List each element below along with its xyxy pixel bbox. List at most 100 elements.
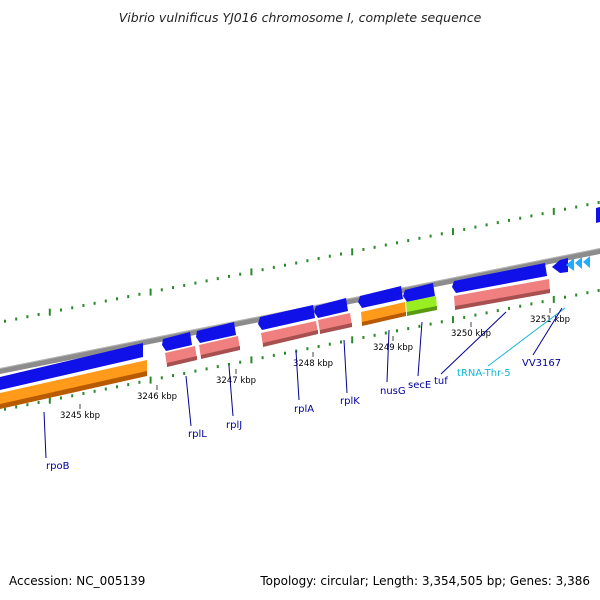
top-track-minor-tick [373, 245, 376, 249]
trna-arrow-icon [566, 258, 574, 271]
top-track-minor-tick [272, 265, 275, 269]
gene-label-rplK[interactable]: rplK [340, 396, 360, 407]
bottom-track-minor-tick [508, 306, 510, 310]
bottom-track-minor-tick [396, 329, 398, 333]
top-track-minor-tick [37, 313, 40, 316]
bottom-track-minor-tick [228, 362, 230, 366]
bottom-track-minor-tick [429, 322, 432, 326]
cds-feature-rplK-shade [320, 323, 352, 334]
top-track-minor-tick [340, 252, 342, 256]
gene-feature-rplL[interactable] [162, 332, 192, 351]
cds-feature-rpoB[interactable] [0, 360, 147, 407]
bottom-track-minor-tick [216, 365, 219, 369]
gene-feature-secE[interactable] [403, 283, 435, 302]
accession-text: Accession: NC_005139 [9, 574, 146, 588]
gene-label-leader [440, 311, 507, 375]
gene-feature-nusG[interactable] [358, 286, 403, 308]
gene-label-leader [185, 375, 192, 427]
top-track-minor-tick [60, 308, 62, 312]
cds-feature-nusG[interactable] [361, 302, 406, 325]
top-track-minor-tick [104, 299, 107, 303]
cds-feature-tuf[interactable] [454, 279, 550, 309]
top-track-minor-tick [429, 234, 432, 238]
bottom-track-minor-tick [15, 405, 18, 409]
top-track-minor-tick [508, 218, 510, 222]
bottom-track-major-tick [149, 376, 152, 384]
cds-feature-rplJ[interactable] [199, 336, 240, 358]
bottom-track-minor-tick [340, 340, 342, 344]
gene-label-tRNA-Thr-5[interactable]: tRNA-Thr-5 [457, 368, 511, 379]
cds-feature-rplL-shade [167, 356, 197, 367]
bottom-track-minor-tick [373, 333, 376, 337]
gene-feature-rplJ[interactable] [196, 322, 236, 343]
top-track-major-tick [149, 288, 152, 296]
bottom-track-minor-tick [575, 293, 578, 297]
top-track-minor-tick [474, 225, 477, 229]
top-track-minor-tick [541, 212, 544, 216]
bottom-track-minor-tick [272, 353, 275, 357]
trna-arrow-icon [575, 257, 582, 269]
bottom-track-minor-tick [597, 289, 600, 292]
bottom-track-minor-tick [93, 389, 96, 393]
bottom-track-minor-tick [127, 383, 130, 387]
top-track-minor-tick [82, 304, 85, 307]
ruler-label-group: 3245 kbp 3246 kbp 3247 kbp 3248 kbp 3249 kbp… [60, 308, 570, 421]
topology-text: Topology: circular; Length: 3,354,505 bp… [260, 574, 590, 588]
ruler-label: 3248 kbp [293, 359, 333, 369]
top-track-minor-tick [463, 227, 466, 231]
cds-feature-rplA-shade [263, 330, 318, 347]
cds-feature-nusG-shade [362, 312, 406, 326]
ruler-label: 3247 kbp [216, 376, 256, 386]
top-track-minor-tick [306, 259, 309, 263]
gene-label-VV3167[interactable]: VV3167 [522, 358, 561, 369]
cds-feature-rplA[interactable] [261, 321, 318, 346]
top-track-minor-tick [194, 281, 197, 285]
gene-label-rplL[interactable]: rplL [188, 429, 207, 440]
top-track-minor-tick [26, 315, 29, 319]
bottom-track-minor-tick [485, 311, 488, 315]
bottom-track-minor-tick [138, 380, 141, 384]
cds-feature-rplK[interactable] [318, 313, 352, 333]
gene-feature-rpoB[interactable] [0, 343, 143, 390]
gene-label-nusG[interactable]: nusG [380, 386, 406, 397]
top-track-minor-tick [328, 254, 331, 258]
bottom-track-minor-tick [4, 407, 6, 411]
top-track-minor-tick [564, 207, 566, 211]
gene-label-rplA[interactable]: rplA [294, 404, 314, 415]
gene-label-secE[interactable]: secE [408, 380, 431, 391]
gene-label-rpoB[interactable]: rpoB [46, 461, 70, 472]
top-track-minor-tick [586, 203, 589, 207]
trna-feature[interactable] [552, 258, 568, 273]
bottom-track-minor-tick [496, 309, 499, 313]
map-title: Vibrio vulnificus YJ016 chromosome I, co… [118, 10, 482, 25]
trna-arrow-icon [583, 256, 590, 268]
bottom-track-minor-tick [194, 369, 197, 373]
top-track-minor-tick [15, 317, 18, 321]
top-track-minor-tick [440, 232, 443, 236]
gene-label-leader [417, 321, 423, 377]
ruler-label: 3250 kbp [451, 329, 491, 339]
bottom-track-minor-tick [463, 315, 466, 319]
bottom-track-major-tick [250, 356, 253, 364]
bottom-track-minor-tick [82, 392, 85, 395]
bottom-track-minor-tick [26, 403, 29, 407]
gene-feature-rplK[interactable] [314, 298, 348, 318]
top-track-major-tick [351, 248, 354, 256]
gene-label-tuf[interactable]: tuf [434, 376, 448, 387]
cds-feature-rplL[interactable] [165, 346, 197, 366]
bottom-track-minor-tick [530, 302, 533, 306]
bottom-track-minor-tick [172, 374, 174, 378]
bottom-track-minor-tick [71, 394, 74, 398]
top-track-minor-tick [172, 286, 174, 290]
gene-label-rplJ[interactable]: rplJ [226, 420, 242, 431]
gene-feature-VV3167[interactable] [596, 207, 600, 223]
bottom-track-minor-tick [519, 304, 522, 308]
gene-feature-rplA[interactable] [258, 305, 315, 330]
bottom-track-minor-tick [317, 345, 320, 348]
top-track-minor-tick [384, 243, 387, 247]
top-track-minor-tick [261, 268, 264, 272]
gene-feature-tuf[interactable] [452, 263, 547, 293]
